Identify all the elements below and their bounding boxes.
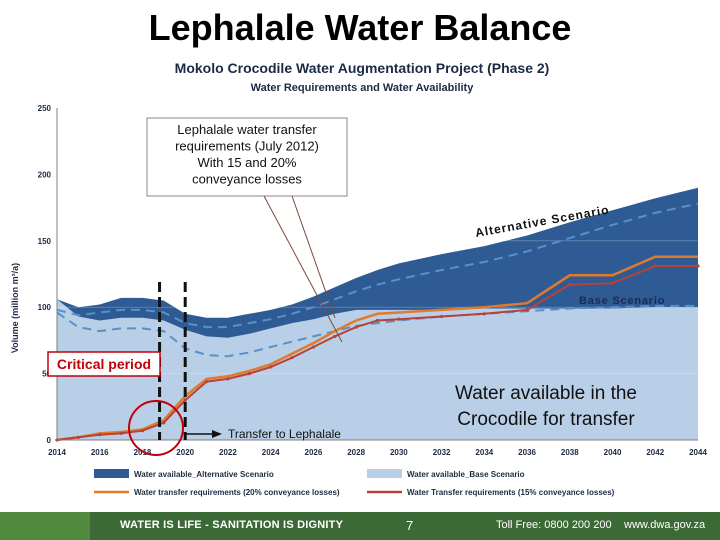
requirement-point [653, 264, 657, 268]
footer-phone: Toll Free: 0800 200 200 [496, 519, 612, 531]
x-tick-label: 2042 [646, 448, 664, 457]
chart-subtitle: Water Requirements and Water Availabilit… [251, 82, 475, 94]
y-tick-label: 200 [38, 170, 52, 179]
requirement-15pct-line [56, 265, 698, 441]
x-tick-label: 2034 [475, 448, 493, 457]
transfer-arrow-head [212, 430, 222, 438]
base-scenario-label: Base Scenario [579, 295, 665, 307]
critical-period-circle [128, 400, 184, 456]
x-tick-label: 2032 [433, 448, 451, 457]
x-tick-label: 2022 [219, 448, 237, 457]
page-number: 7 [406, 518, 414, 533]
transfer-label: Transfer to Lephalale [228, 427, 341, 441]
requirement-point [397, 317, 401, 321]
requirement-point [290, 356, 294, 360]
x-tick-label: 2030 [390, 448, 408, 457]
requirement-point [204, 379, 209, 384]
requirement-point [311, 345, 315, 349]
legend-label: Water available_Alternative Scenario [134, 470, 274, 479]
footer-bar: WATER IS LIFE - SANITATION IS DIGNITY 7 … [0, 512, 720, 540]
water-available-text: Crocodile for transfer [457, 409, 635, 430]
legend-label: Water available_Base Scenario [407, 470, 525, 479]
x-tick-label: 2020 [176, 448, 194, 457]
requirement-point [119, 431, 123, 435]
callout-text: Lephalale water transfer [177, 122, 317, 137]
x-tick-label: 2024 [262, 448, 280, 457]
requirement-point [226, 377, 230, 381]
slide-title: Lephalale Water Balance [148, 7, 572, 48]
base-scenario-area [57, 299, 698, 440]
requirement-point [568, 283, 572, 287]
y-tick-label: 0 [47, 436, 52, 445]
requirement-point [610, 281, 615, 285]
legend-label: Water Transfer requirements (15% conveya… [407, 488, 615, 497]
y-tick-label: 150 [38, 237, 52, 246]
water-available-text: Water available in the [455, 383, 637, 404]
callout-pointer [291, 195, 336, 319]
x-tick-label: 2028 [347, 448, 365, 457]
requirement-20pct-line [56, 255, 698, 442]
y-tick-label: 250 [38, 104, 52, 113]
footer-slogan: WATER IS LIFE - SANITATION IS DIGNITY [120, 519, 344, 531]
callout-text: conveyance losses [192, 172, 302, 187]
requirement-point [98, 433, 102, 437]
y-tick-label: 100 [38, 303, 52, 312]
requirement-point [696, 264, 700, 268]
critical-period-label: Critical period [57, 356, 151, 372]
requirement-point [162, 421, 166, 425]
legend-label: Water transfer requirements (20% conveya… [134, 488, 340, 497]
requirement-point [354, 325, 358, 329]
requirement-point [269, 365, 273, 369]
x-tick-label: 2036 [518, 448, 536, 457]
x-tick-label: 2038 [561, 448, 579, 457]
requirement-point [375, 318, 380, 323]
x-tick-label: 2014 [48, 448, 66, 457]
dashed-availability-line [56, 304, 698, 358]
x-tick-label: 2044 [689, 448, 707, 457]
water-balance-chart: Mokolo Crocodile Water Augmentation Proj… [10, 60, 708, 497]
callout-pointer [263, 195, 343, 343]
requirement-point [333, 334, 337, 339]
y-tick-label: 50 [42, 370, 51, 379]
x-tick-label: 2026 [305, 448, 323, 457]
callout-text: requirements (July 2012) [175, 139, 319, 154]
footer-logo [0, 512, 90, 540]
chart-container: Mokolo Crocodile Water Augmentation Proj… [2, 50, 718, 510]
footer-website: www.dwa.gov.za [624, 519, 706, 531]
callout-text: With 15 and 20% [197, 155, 296, 170]
requirement-point [482, 312, 486, 316]
requirement-point [525, 308, 529, 312]
legend-swatch [94, 469, 129, 478]
requirement-point [183, 398, 187, 402]
x-tick-label: 2040 [604, 448, 622, 457]
chart-title: Mokolo Crocodile Water Augmentation Proj… [175, 60, 550, 76]
dashed-availability-line [56, 202, 699, 329]
requirement-point [140, 429, 145, 433]
requirement-point [247, 372, 251, 376]
y-axis-label: Volume (million m³/a) [10, 263, 20, 353]
critical-period-box [47, 351, 161, 377]
callout-box [146, 117, 348, 197]
requirement-point [76, 435, 80, 439]
requirement-point [440, 314, 444, 319]
legend-swatch [367, 469, 402, 478]
x-tick-label: 2016 [91, 448, 109, 457]
